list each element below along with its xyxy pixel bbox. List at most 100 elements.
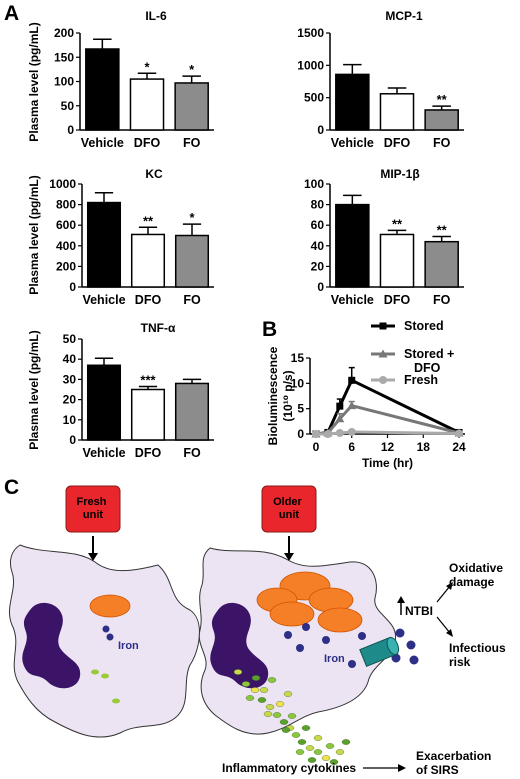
significance-marker: ** <box>143 213 154 228</box>
significance-marker: *** <box>140 372 156 387</box>
fresh-unit-line2: unit <box>83 509 103 521</box>
fresh-unit-label: Fresh unit <box>76 496 109 521</box>
chart-title: KC <box>145 167 163 181</box>
cytokine-cluster <box>233 669 351 765</box>
cytokine-dot <box>241 681 251 687</box>
iron-dot <box>106 633 114 641</box>
iron-dot <box>102 625 110 633</box>
x-tick-label: FO <box>183 446 201 460</box>
older-unit-label: Older unit <box>273 496 305 521</box>
legend-label-line: DFO <box>414 361 441 375</box>
bar <box>86 364 122 441</box>
y-tick-label: 50 <box>63 332 77 346</box>
x-tick-label: 18 <box>417 440 431 454</box>
bar <box>174 234 210 288</box>
chart-title: MIP-1β <box>380 167 419 181</box>
chart-title: MCP-1 <box>385 9 423 23</box>
legend-marker <box>378 349 388 358</box>
legend-label: Fresh <box>404 373 438 387</box>
y-tick-label: 600 <box>56 218 76 232</box>
cytokines-label: Inflammatory cytokines <box>222 761 356 775</box>
chart-bioluminescence: 0 5 10 15 0 6 12 18 24 Time (hr) Bioluminescence (1… <box>266 319 466 470</box>
cytokine-dot <box>313 749 323 755</box>
data-point <box>348 376 356 384</box>
cytokine-dot <box>279 719 289 725</box>
cytokine-dot <box>325 743 335 749</box>
cytokine-dot <box>287 713 297 719</box>
y-tick-label: 10 <box>63 413 77 427</box>
cytokine-dot <box>341 739 351 745</box>
cytokine-dot <box>257 697 267 703</box>
y-tick-label: 0 <box>69 433 76 447</box>
y-tick-label: 0 <box>317 123 324 137</box>
nucleus-left <box>22 602 81 689</box>
chart-title: TNF-α <box>141 321 176 335</box>
iron-dot <box>302 623 310 631</box>
data-point <box>323 430 332 438</box>
x-tick-label: 0 <box>313 440 320 454</box>
x-tick-label: DFO <box>134 136 161 150</box>
iron-label-left: Iron <box>118 640 139 652</box>
channel-end <box>386 636 400 656</box>
y-tick-label: 20 <box>63 393 77 407</box>
bar <box>379 233 415 288</box>
oxidative-line1: Oxidative <box>449 561 503 575</box>
x-tick-label: DFO <box>135 446 162 460</box>
bar <box>335 203 370 288</box>
significance-marker: ** <box>437 223 448 238</box>
y-tick-label: 100 <box>54 75 74 89</box>
data-point <box>455 429 464 438</box>
fresh-unit-box <box>65 485 121 533</box>
cytokine-dot <box>263 711 273 717</box>
legend-label: Stored <box>404 319 444 333</box>
bar <box>424 109 459 131</box>
fresh-unit-line1: Fresh <box>76 496 106 508</box>
y-tick-label: 80 <box>311 198 325 212</box>
iron-dot <box>406 640 416 650</box>
y-tick-label: 400 <box>56 239 76 253</box>
cytokine-dot <box>335 749 345 755</box>
cytokine-dot <box>101 673 109 679</box>
y-axis-label: Plasma level (pg/mL) <box>27 175 41 294</box>
y-tick-label: 0 <box>297 427 304 441</box>
cytokine-dot <box>267 677 277 683</box>
y-axis-label: Plasma level (pg/mL) <box>27 330 41 449</box>
cytokine-dot <box>313 735 323 741</box>
cytokine-dot <box>233 669 243 675</box>
panel-label-b: B <box>262 318 277 341</box>
arrow-oxidative <box>436 585 451 603</box>
cytokine-dot <box>329 759 339 765</box>
significance-marker: * <box>189 62 195 77</box>
x-tick-label: Vehicle <box>82 293 125 307</box>
bar <box>130 388 166 441</box>
cytokine-dot <box>301 725 311 731</box>
iron-dot <box>322 636 330 644</box>
vesicle-left <box>89 594 131 618</box>
significance-marker: ** <box>392 216 403 231</box>
older-unit-line2: unit <box>279 509 299 521</box>
panel-label-a: A <box>4 2 19 25</box>
infectious-line1: Infectious <box>449 641 506 655</box>
infectious-line2: risk <box>449 655 471 669</box>
significance-marker: * <box>189 210 195 225</box>
infectious-label: Infectious risk <box>449 641 509 669</box>
older-unit-box <box>261 485 317 533</box>
x-tick-label: Vehicle <box>82 446 125 460</box>
nucleus-right <box>210 602 269 689</box>
y-tick-label: 40 <box>63 352 77 366</box>
iron-dot <box>358 632 366 640</box>
bar <box>85 48 120 131</box>
bar <box>174 82 209 131</box>
cytokine-dot <box>259 687 269 693</box>
chart-title: IL-6 <box>145 9 167 23</box>
iron-label-right: Iron <box>324 653 345 665</box>
x-tick-label: DFO <box>384 136 411 150</box>
cytokine-dot <box>295 749 305 755</box>
x-tick-label: 24 <box>452 440 466 454</box>
cytokine-dot <box>291 732 301 738</box>
data-point <box>335 414 345 423</box>
arrowhead-sirs <box>398 764 406 772</box>
arrowhead-older <box>284 553 294 561</box>
significance-marker: ** <box>437 92 448 107</box>
y-axis-label: Plasma level (pg/mL) <box>27 22 41 141</box>
